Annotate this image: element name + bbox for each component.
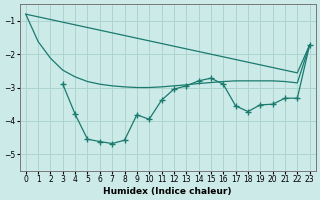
X-axis label: Humidex (Indice chaleur): Humidex (Indice chaleur)	[103, 187, 232, 196]
